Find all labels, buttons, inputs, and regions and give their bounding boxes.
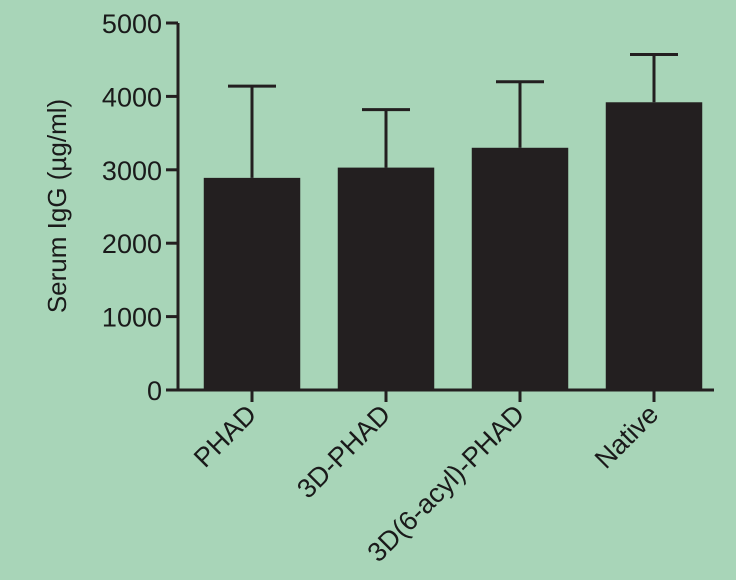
bar-0 xyxy=(203,177,301,390)
error-bars xyxy=(228,53,678,178)
x-tick-label-1: 3D-PHAD xyxy=(291,399,396,504)
bar-1 xyxy=(337,167,435,390)
bars xyxy=(203,102,703,390)
x-tick-label-0: PHAD xyxy=(188,399,262,473)
bar-2 xyxy=(471,147,569,390)
y-axis: 0 1000 2000 3000 4000 5000 xyxy=(102,9,180,406)
x-axis xyxy=(176,388,714,402)
y-tick-label: 2000 xyxy=(102,229,162,259)
y-tick-label: 0 xyxy=(147,376,162,406)
x-tick-label-3: Native xyxy=(589,399,664,474)
y-tick-label: 1000 xyxy=(102,303,162,333)
y-axis-title: Serum IgG (µg/ml) xyxy=(42,99,72,313)
y-tick-label: 3000 xyxy=(102,156,162,186)
bar-3 xyxy=(605,102,703,390)
y-tick-label: 4000 xyxy=(102,82,162,112)
y-tick-label: 5000 xyxy=(102,9,162,39)
